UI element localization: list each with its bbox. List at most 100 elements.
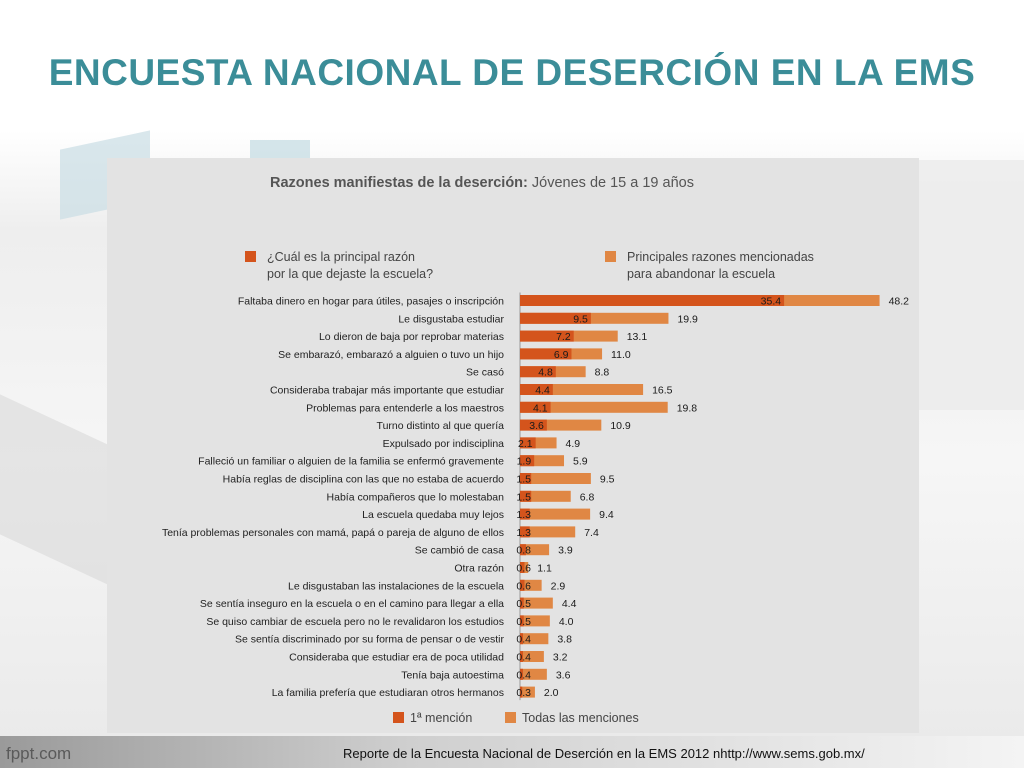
- bar-todas-las-menciones: [520, 651, 544, 662]
- legend-top-all-line2: para abandonar la escuela: [627, 267, 776, 281]
- chart-panel: [107, 158, 919, 733]
- data-label-todas-las-menciones: 3.2: [553, 652, 568, 664]
- data-label-primera-mencion: 0.4: [516, 652, 531, 664]
- bar-primera-mencion: [520, 490, 532, 502]
- category-label: Se quiso cambiar de escuela pero no le r…: [206, 616, 504, 628]
- data-label-todas-las-menciones: 11.0: [611, 349, 631, 361]
- data-label-todas-las-menciones: 4.4: [562, 598, 577, 610]
- data-label-primera-mencion: 0.4: [516, 669, 531, 681]
- legend-top-all-line1: Principales razones mencionadas: [627, 250, 814, 264]
- data-label-primera-mencion: 0.5: [516, 598, 531, 610]
- data-label-todas-las-menciones: 16.5: [652, 385, 673, 397]
- data-label-todas-las-menciones: 9.5: [600, 474, 615, 486]
- category-label: Se cambió de casa: [415, 545, 504, 557]
- data-label-primera-mencion: 0.3: [516, 687, 531, 699]
- bar-primera-mencion: [520, 579, 525, 591]
- category-label: Tenía problemas personales con mamá, pap…: [162, 527, 504, 539]
- category-label: Expulsado por indisciplina: [383, 438, 505, 450]
- data-label-todas-las-menciones: 1.1: [537, 563, 552, 575]
- data-label-primera-mencion: 1.5: [516, 474, 531, 486]
- data-label-todas-las-menciones: 3.6: [556, 669, 571, 681]
- bar-primera-mencion: [520, 526, 530, 538]
- category-label: Se sentía discriminado por su forma de p…: [235, 634, 505, 646]
- legend-swatch-all: [605, 251, 616, 262]
- bar-todas-las-menciones: [520, 526, 576, 538]
- chart-title-rest: Jóvenes de 15 a 19 años: [531, 175, 694, 191]
- background-shape: [900, 160, 1024, 410]
- data-label-todas-las-menciones: 7.4: [584, 527, 599, 539]
- bar-todas-las-menciones: [520, 490, 571, 502]
- legend-top-first: ¿Cuál es la principal razón por la que d…: [245, 249, 434, 283]
- category-label: Tenía baja autoestima: [401, 669, 504, 681]
- bar-primera-mencion: [520, 401, 551, 413]
- category-label: Se sentía inseguro en la escuela o en el…: [200, 598, 504, 610]
- data-label-primera-mencion: 1.5: [516, 491, 531, 503]
- bar-primera-mencion: [520, 686, 523, 698]
- data-label-primera-mencion: 4.8: [538, 367, 553, 379]
- data-label-todas-las-menciones: 13.1: [627, 331, 648, 343]
- data-label-todas-las-menciones: 4.0: [559, 616, 574, 628]
- data-label-primera-mencion: 2.1: [518, 438, 533, 450]
- bar-todas-las-menciones: [520, 419, 602, 431]
- bar-todas-las-menciones: [520, 597, 553, 609]
- category-label: Le disgustaban las instalaciones de la e…: [288, 580, 504, 592]
- bar-primera-mencion: [520, 597, 524, 609]
- category-label: Lo dieron de baja por reprobar materias: [319, 331, 504, 343]
- footer-logo: fppt.com: [6, 744, 72, 763]
- bar-primera-mencion: [520, 455, 535, 467]
- slide-title: ENCUESTA NACIONAL DE DESERCIÓN EN LA EMS: [48, 52, 976, 93]
- category-label: Le disgustaba estudiar: [398, 313, 504, 325]
- data-label-primera-mencion: 0.5: [516, 616, 531, 628]
- category-label: La escuela quedaba muy lejos: [362, 509, 504, 521]
- legend-swatch-first: [245, 251, 256, 262]
- bar-primera-mencion: [520, 633, 523, 645]
- data-label-primera-mencion: 35.4: [761, 296, 782, 308]
- bar-primera-mencion: [520, 651, 523, 662]
- category-label: Se casó: [466, 367, 504, 379]
- legend-bottom-first-label: 1ª mención: [410, 711, 473, 725]
- data-label-todas-las-menciones: 2.0: [544, 687, 559, 699]
- data-label-primera-mencion: 0.4: [516, 634, 531, 646]
- bar-primera-mencion: [520, 544, 526, 556]
- data-label-primera-mencion: 1.3: [516, 509, 531, 521]
- bar-todas-las-menciones: [520, 312, 669, 324]
- data-label-primera-mencion: 6.9: [554, 349, 569, 361]
- data-label-todas-las-menciones: 19.8: [677, 402, 698, 414]
- category-label: Otra razón: [454, 563, 504, 575]
- legend-top-all: Principales razones mencionadas para aba…: [605, 249, 814, 283]
- footer-source: Reporte de la Encuesta Nacional de Deser…: [343, 746, 865, 761]
- data-label-todas-las-menciones: 2.9: [551, 580, 566, 592]
- data-label-todas-las-menciones: 3.9: [558, 545, 573, 557]
- bar-primera-mencion: [520, 419, 547, 431]
- bar-todas-las-menciones: [520, 473, 591, 484]
- legend-top-first-line2: por la que dejaste la escuela?: [267, 267, 434, 281]
- chart-title-bold: Razones manifiestas de la deserción:: [270, 175, 528, 191]
- bar-primera-mencion: [520, 473, 532, 484]
- legend-bottom-all: Todas las menciones: [505, 711, 639, 725]
- data-label-primera-mencion: 1.9: [517, 456, 532, 468]
- legend-swatch-first-bottom: [393, 712, 404, 723]
- data-label-todas-las-menciones: 6.8: [580, 491, 595, 503]
- category-label: Problemas para entenderle a los maestros: [306, 402, 504, 414]
- bar-primera-mencion: [520, 295, 785, 306]
- legend-top-first-line1: ¿Cuál es la principal razón: [267, 250, 415, 264]
- bar-todas-las-menciones: [520, 579, 542, 591]
- bar-todas-las-menciones: [520, 384, 644, 395]
- bar-primera-mencion: [520, 384, 553, 395]
- bar-todas-las-menciones: [520, 508, 591, 520]
- bar-primera-mencion: [520, 312, 591, 324]
- bar-todas-las-menciones: [520, 401, 668, 413]
- bar-todas-las-menciones: [520, 686, 535, 698]
- data-label-primera-mencion: 0.6: [516, 580, 531, 592]
- bar-primera-mencion: [520, 562, 525, 573]
- data-label-todas-las-menciones: 9.4: [599, 509, 614, 521]
- legend-bottom-first: 1ª mención: [393, 711, 472, 725]
- category-label: La familia prefería que estudiaran otros…: [272, 687, 504, 699]
- data-label-primera-mencion: 1.3: [516, 527, 531, 539]
- data-label-primera-mencion: 4.4: [535, 385, 550, 397]
- data-label-todas-las-menciones: 4.9: [566, 438, 581, 450]
- category-label: Faltaba dinero en hogar para útiles, pas…: [238, 296, 504, 308]
- bar-primera-mencion: [520, 437, 536, 449]
- data-label-todas-las-menciones: 8.8: [595, 367, 610, 379]
